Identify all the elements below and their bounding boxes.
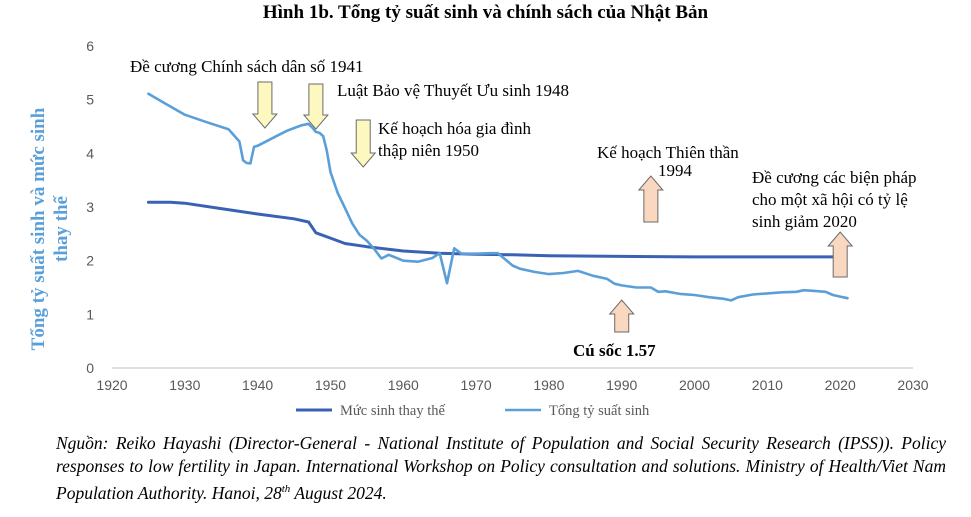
annotation-arrow-policy1941 <box>251 81 279 129</box>
legend-label: Tổng tỷ suất sinh <box>549 403 650 419</box>
annotation-arrow-shock157 <box>608 299 635 333</box>
x-tick-label: 2030 <box>897 377 928 393</box>
source-note-tail: August 2024. <box>290 482 387 503</box>
y-axis-label-text: Tổng tỷ suất sinh và mức sinh thay thế <box>28 107 72 350</box>
annotation-text-plan1950: thập niên 1950 <box>378 141 479 160</box>
annotation-text-policy1941: Đề cương Chính sách dân số 1941 <box>130 57 364 76</box>
x-tick-label: 2020 <box>825 377 856 393</box>
source-note-main: Nguồn: Reiko Hayashi (Director-General -… <box>56 433 946 503</box>
y-axis-label: Tổng tỷ suất sinh và mức sinh thay thế <box>28 107 72 350</box>
annotation-text-outline2020: sinh giảm 2020 <box>752 212 857 231</box>
annotation-text-outline2020: Đề cương các biện pháp <box>752 168 917 187</box>
source-note: Nguồn: Reiko Hayashi (Director-General -… <box>56 432 946 505</box>
y-tick-label: 0 <box>86 360 94 376</box>
annotation-text-outline2020: cho một xã hội có tỷ lệ <box>752 190 908 209</box>
y-tick-label: 4 <box>86 145 94 161</box>
annotation-text-law1948: Luật Bảo vệ Thuyết Ưu sinh 1948 <box>337 81 569 100</box>
series-line-1 <box>146 200 842 259</box>
chart-title: Hình 1b. Tổng tỷ suất sinh và chính sách… <box>262 2 709 23</box>
series-line-2 <box>147 92 849 302</box>
x-tick-label: 1920 <box>96 377 127 393</box>
annotation-arrow-angel1994 <box>637 175 664 223</box>
source-note-superscript: th <box>281 483 291 495</box>
x-tick-label: 1940 <box>242 377 273 393</box>
y-tick-label: 5 <box>86 92 94 108</box>
x-tick-label: 2010 <box>752 377 783 393</box>
annotation-text-shock157: Cú sốc 1.57 <box>573 341 656 360</box>
x-tick-label: 1930 <box>169 377 200 393</box>
x-tick-label: 1960 <box>388 377 419 393</box>
y-tick-label: 6 <box>86 38 94 54</box>
annotation-text-angel1994: Kế hoạch Thiên thần <box>597 143 739 162</box>
x-tick-label: 1980 <box>533 377 564 393</box>
y-tick-label: 3 <box>86 199 94 215</box>
annotation-text-angel1994: 1994 <box>658 161 693 180</box>
y-tick-label: 2 <box>86 253 94 269</box>
annotation-arrow-law1948 <box>302 83 329 130</box>
x-tick-label: 1970 <box>461 377 492 393</box>
chart-svg: 1920 1930 1940 1950 1960 1970 1980 1990 2000 2010… <box>28 38 929 419</box>
legend-label: Mức sinh thay thế <box>340 403 445 419</box>
x-tick-label: 1990 <box>606 377 637 393</box>
annotation-arrow-outline2020 <box>827 231 854 278</box>
y-tick-label: 1 <box>86 306 94 322</box>
annotation-arrow-plan1950 <box>350 119 377 168</box>
x-tick-label: 1950 <box>315 377 346 393</box>
x-tick-label: 2000 <box>679 377 710 393</box>
annotation-text-plan1950: Kế hoạch hóa gia đình <box>378 119 531 138</box>
